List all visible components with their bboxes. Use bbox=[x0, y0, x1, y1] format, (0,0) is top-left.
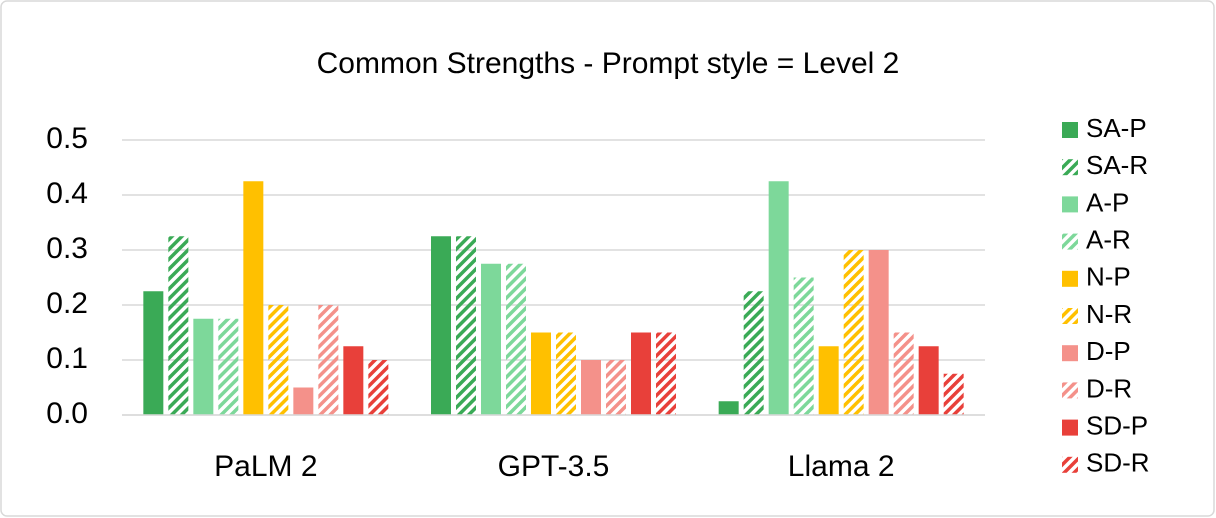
bar bbox=[943, 373, 964, 415]
bar bbox=[456, 236, 476, 415]
bar bbox=[143, 291, 164, 415]
bar bbox=[431, 236, 451, 415]
legend-label: SA-R bbox=[1086, 150, 1148, 180]
bar bbox=[918, 346, 939, 415]
y-tick-label: 0.3 bbox=[46, 232, 88, 265]
y-tick-label: 0.5 bbox=[46, 122, 88, 155]
y-tick-label: 0.4 bbox=[46, 177, 88, 210]
bar bbox=[531, 332, 551, 415]
legend-label: SD-R bbox=[1086, 448, 1150, 478]
bar bbox=[368, 360, 389, 415]
legend-label: A-P bbox=[1086, 187, 1129, 217]
x-tick-label: Llama 2 bbox=[788, 450, 895, 483]
bar bbox=[293, 387, 314, 415]
legend-swatch bbox=[1062, 308, 1078, 324]
legend-label: D-R bbox=[1086, 373, 1132, 403]
bar bbox=[606, 360, 626, 415]
bar bbox=[718, 401, 739, 415]
legend-swatch bbox=[1062, 270, 1078, 287]
legend-label: N-P bbox=[1086, 262, 1131, 292]
legend-swatch bbox=[1062, 456, 1078, 473]
y-tick-label: 0.1 bbox=[46, 342, 88, 375]
legend-label: N-R bbox=[1086, 299, 1132, 329]
bar bbox=[656, 332, 676, 415]
legend-label: A-R bbox=[1086, 224, 1131, 254]
x-tick-label: PaLM 2 bbox=[214, 450, 317, 483]
bar bbox=[193, 318, 214, 415]
bar bbox=[218, 318, 239, 415]
legend-swatch bbox=[1062, 419, 1078, 436]
bar bbox=[631, 332, 651, 415]
bar bbox=[893, 332, 914, 415]
chart-title: Common Strengths - Prompt style = Level … bbox=[317, 47, 900, 80]
legend-swatch bbox=[1062, 345, 1078, 362]
legend-swatch bbox=[1062, 233, 1078, 250]
bar bbox=[506, 263, 526, 415]
bar bbox=[343, 346, 364, 415]
legend-label: D-P bbox=[1086, 336, 1131, 366]
legend-swatch bbox=[1062, 122, 1078, 138]
bar bbox=[556, 332, 576, 415]
bar bbox=[818, 346, 839, 415]
legend-swatch bbox=[1062, 382, 1078, 399]
bar bbox=[768, 181, 789, 415]
x-tick-label: GPT-3.5 bbox=[498, 450, 610, 483]
bar bbox=[168, 236, 189, 415]
bar bbox=[793, 277, 814, 415]
legend-swatch bbox=[1062, 196, 1078, 213]
legend-swatch bbox=[1062, 159, 1078, 176]
bar bbox=[481, 263, 501, 415]
y-tick-label: 0.0 bbox=[46, 397, 88, 430]
bar bbox=[743, 291, 764, 415]
bar bbox=[868, 250, 889, 415]
legend-label: SD-P bbox=[1086, 410, 1148, 440]
bar bbox=[843, 250, 864, 415]
bar bbox=[581, 360, 601, 415]
bar bbox=[318, 305, 339, 415]
y-tick-label: 0.2 bbox=[46, 287, 88, 320]
bar bbox=[243, 181, 264, 415]
legend-label: SA-P bbox=[1086, 113, 1147, 143]
bar bbox=[268, 305, 289, 415]
